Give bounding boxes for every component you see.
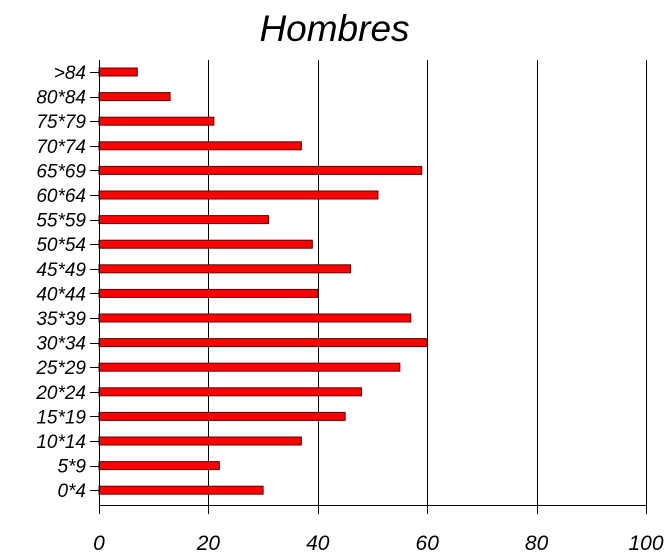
y-tick-label: 5*9 [57, 457, 86, 478]
x-tick-label: 100 [628, 532, 663, 555]
y-tick-label: 20*24 [35, 383, 86, 404]
y-tick-label: 30*34 [36, 334, 86, 355]
x-tick-label: 0 [93, 532, 105, 555]
bar [98, 67, 138, 77]
y-tick-label: 25*29 [35, 358, 86, 379]
grid-lines [208, 60, 647, 505]
y-tick-label: 0*4 [57, 481, 86, 502]
bar [98, 116, 215, 126]
bar [98, 92, 171, 102]
x-tick-label: 80 [525, 532, 549, 555]
chart-title: Hombres [259, 8, 410, 49]
bar [98, 264, 352, 274]
y-tick-label: 45*49 [36, 260, 86, 281]
bar [98, 239, 313, 249]
axes [90, 60, 647, 514]
y-tick-label: 75*79 [36, 112, 86, 133]
bar [98, 338, 428, 348]
bar [98, 215, 270, 225]
y-tick-label: 65*69 [36, 161, 86, 182]
y-tick-label: 80*84 [36, 88, 86, 109]
y-tick-label: 55*59 [36, 211, 86, 232]
y-tick-label: 10*14 [36, 432, 86, 453]
bar [98, 387, 363, 397]
bar [98, 461, 220, 471]
y-tick-label: >84 [54, 63, 86, 84]
bar [98, 141, 302, 151]
bar [98, 411, 346, 421]
x-tick-label: 20 [196, 532, 221, 555]
bar [98, 436, 302, 446]
x-tick-label: 60 [416, 532, 440, 555]
bar [98, 190, 379, 200]
bar [98, 288, 319, 298]
y-tick-label: 40*44 [36, 284, 86, 305]
bar [98, 165, 423, 175]
bars [98, 67, 428, 495]
x-tick-label: 40 [306, 532, 330, 555]
y-tick-label: 50*54 [36, 235, 86, 256]
y-tick-label: 15*19 [36, 407, 86, 428]
bar [98, 313, 412, 323]
y-tick-label: 60*64 [36, 186, 86, 207]
y-tick-labels: >84 80*84 75*79 70*74 65*69 60*64 55*59 50*54 45… [35, 63, 86, 502]
bar [98, 362, 401, 372]
y-tick-label: 70*74 [36, 137, 86, 158]
bar [98, 485, 264, 495]
y-tick-label: 35*39 [36, 309, 86, 330]
x-tick-labels: 0 20 40 60 80 100 [93, 532, 664, 555]
